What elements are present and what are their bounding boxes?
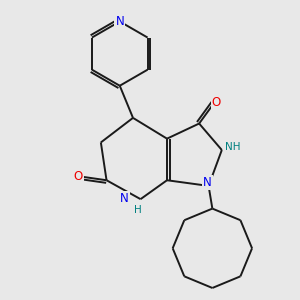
Text: N: N [116, 15, 124, 28]
Text: O: O [74, 170, 83, 183]
Text: NH: NH [225, 142, 240, 152]
Text: O: O [212, 96, 221, 109]
Text: H: H [134, 205, 141, 215]
Text: N: N [120, 192, 129, 205]
Text: N: N [203, 176, 212, 189]
